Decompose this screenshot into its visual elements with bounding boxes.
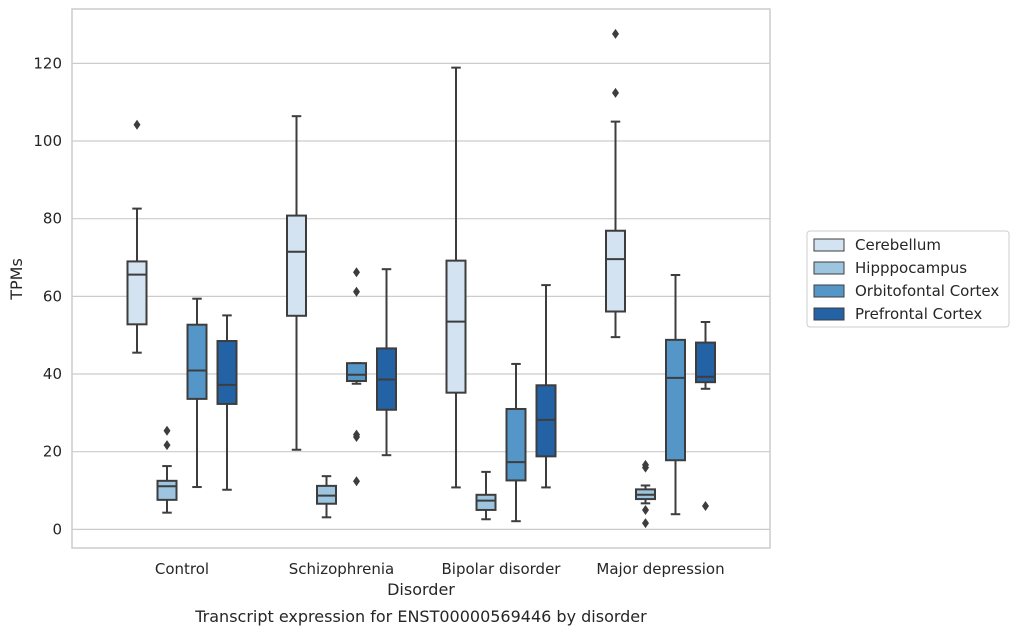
box-body-cerebellum-control [126,260,148,326]
box-body-cerebellum-schizophrenia [286,214,307,317]
outlier-orbitofontal-cortex-schizophrenia-4 [353,267,360,278]
box-cerebellum-schizophrenia [286,115,307,451]
legend-label-prefrontal-cortex: Prefrontal Cortex [855,305,982,323]
outlier-cerebellum-major-depression-0 [612,87,619,98]
y-axis-title: TPMs [7,258,26,301]
box-hipppocampus-bipolar-disorder [475,470,497,521]
x-tick-label-schizophrenia: Schizophrenia [289,560,394,578]
x-tick-label-bipolar-disorder: Bipolar disorder [442,560,562,578]
box-hipppocampus-schizophrenia [316,475,337,519]
box-body-hipppocampus-bipolar-disorder [475,493,497,511]
box-prefrontal-cortex-control [216,314,238,491]
box-body-orbitofontal-cortex-bipolar-disorder [505,407,527,482]
legend-frame [806,230,1010,328]
outlier-hipppocampus-control-1 [163,425,171,436]
x-tick-label-major-depression: Major depression [596,560,724,578]
box-prefrontal-cortex-bipolar-disorder [535,284,557,489]
chart-caption: Transcript expression for ENST0000056944… [194,607,647,626]
legend-label-orbitofontal-cortex: Orbitofontal Cortex [855,282,999,300]
outlier-hipppocampus-major-depression-0 [642,518,649,529]
y-tick-label-60: 60 [43,287,62,305]
y-tick-label-40: 40 [43,365,62,383]
outlier-orbitofontal-cortex-schizophrenia-2 [353,429,360,440]
outlier-hipppocampus-control-0 [163,440,171,451]
x-axis-title: Disorder [387,580,455,599]
plot-area [72,9,770,548]
box-cerebellum-control [126,119,148,354]
y-tick-label-120: 120 [33,54,62,72]
box-hipppocampus-control [156,425,178,514]
box-body-prefrontal-cortex-major-depression [695,341,716,384]
box-body-hipppocampus-control [156,479,178,501]
legend-label-cerebellum: Cerebellum [855,236,941,254]
box-body-prefrontal-cortex-control [216,340,238,405]
box-body-cerebellum-major-depression [605,229,626,313]
box-orbitofontal-cortex-bipolar-disorder [505,362,527,523]
box-prefrontal-cortex-schizophrenia [376,268,397,457]
legend-swatch-prefrontal-cortex [813,307,845,321]
legend-swatch-orbitofontal-cortex [813,284,845,298]
box-body-orbitofontal-cortex-major-depression [665,338,686,462]
box-prefrontal-cortex-major-depression [695,320,716,512]
box-hipppocampus-major-depression [635,459,656,529]
legend-swatch-hipppocampus [813,261,845,275]
outlier-cerebellum-control-0 [133,119,141,130]
legend-swatch-cerebellum [813,238,845,252]
box-body-orbitofontal-cortex-control [186,323,208,400]
box-body-orbitofontal-cortex-schizophrenia [346,362,367,383]
outlier-orbitofontal-cortex-schizophrenia-0 [353,476,360,487]
legend: Cerebellum Hipppocampus Orbitofontal Corte… [806,230,1010,328]
outlier-hipppocampus-major-depression-1 [642,504,649,515]
box-orbitofontal-cortex-major-depression [665,274,686,516]
y-tick-label-80: 80 [43,210,62,228]
legend-items: Cerebellum Hipppocampus Orbitofontal Corte… [813,236,999,323]
boxes [126,28,716,529]
plot-frame [71,8,771,549]
box-orbitofontal-cortex-control [186,297,208,489]
y-tick-label-20: 20 [43,443,62,461]
outlier-orbitofontal-cortex-schizophrenia-3 [353,286,360,297]
box-body-cerebellum-bipolar-disorder [445,259,467,394]
x-tick-labels: Control Schizophrenia Bipolar disorder Majo… [155,560,725,578]
y-tick-label-0: 0 [52,520,62,538]
y-tick-label-100: 100 [33,132,62,150]
x-tick-label-control: Control [155,560,209,578]
legend-label-hipppocampus: Hipppocampus [855,259,967,277]
outlier-prefrontal-cortex-major-depression-0 [702,501,709,512]
y-tick-labels: 0 20 40 60 80 100 120 [33,54,62,538]
box-cerebellum-major-depression [605,28,626,339]
outlier-cerebellum-major-depression-1 [612,28,619,39]
box-cerebellum-bipolar-disorder [445,66,467,489]
outlier-hipppocampus-major-depression-3 [642,459,649,470]
box-orbitofontal-cortex-schizophrenia [346,267,367,487]
